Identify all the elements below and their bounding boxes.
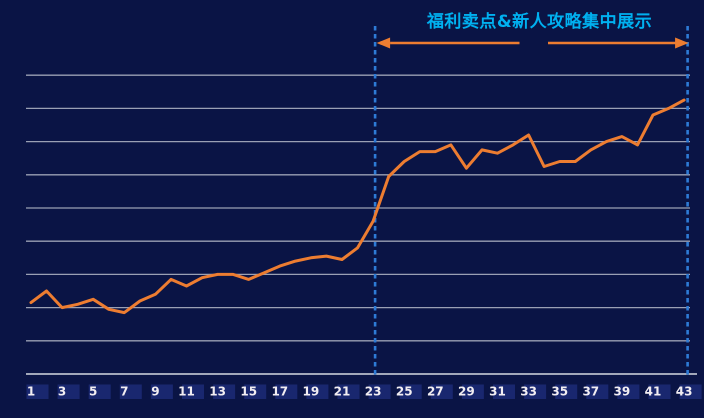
x-tick-label: 31 <box>489 385 506 399</box>
series-line <box>29 98 686 315</box>
x-tick-label: 5 <box>89 385 97 399</box>
x-tick-label: 11 <box>178 385 195 399</box>
tick-label-box <box>88 384 111 399</box>
tick-label-box <box>399 384 422 399</box>
x-tick-label: 23 <box>365 385 382 399</box>
tick-label-box <box>493 384 515 399</box>
arrowhead-right-icon <box>675 37 689 49</box>
tick-label-box <box>430 384 453 399</box>
x-tick-label: 39 <box>614 385 631 399</box>
tick-label-box <box>119 384 142 399</box>
x-tick-label: 13 <box>209 385 226 399</box>
x-tick-label: 1 <box>27 385 35 399</box>
tick-label-box <box>648 384 671 399</box>
x-tick-label: 37 <box>582 385 599 399</box>
tick-label-box <box>617 384 640 399</box>
x-tick-label: 41 <box>645 385 662 399</box>
tick-label-box <box>524 384 547 399</box>
x-tick-label: 35 <box>551 385 568 399</box>
tick-label-box <box>461 384 484 399</box>
x-tick-label: 3 <box>58 385 66 399</box>
tick-label-box <box>555 384 578 399</box>
tick-label-box <box>150 384 173 399</box>
tick-label-box <box>213 384 236 399</box>
tick-label-box <box>337 384 360 399</box>
tick-label-box <box>368 384 391 399</box>
x-tick-label: 29 <box>458 385 475 399</box>
annotation-label: 福利卖点&新人攻略集中展示 <box>426 12 653 32</box>
x-tick-label: 19 <box>303 385 320 399</box>
x-axis-labels: 1 3 5 7 9 11 13 15 17 19 21 23 25 27 29 31 33 35 37 39 41 43 <box>26 384 702 399</box>
tick-label-box <box>57 384 80 399</box>
x-tick-label: 21 <box>334 385 351 399</box>
x-tick-label: 15 <box>240 385 257 399</box>
gridlines <box>26 74 690 342</box>
x-tick-label: 43 <box>676 385 693 399</box>
arrowhead-left-icon <box>376 37 391 49</box>
tick-label-box <box>182 384 204 399</box>
tick-label-box <box>586 384 609 399</box>
tick-label-box <box>26 384 49 399</box>
highlight-range-boundaries <box>373 26 689 377</box>
x-tick-label: 27 <box>427 385 444 399</box>
tick-label-box <box>679 384 702 399</box>
x-tick-label: 7 <box>120 385 128 399</box>
tick-label-box <box>275 384 298 399</box>
x-tick-label: 33 <box>520 385 537 399</box>
tick-label-box <box>244 384 267 399</box>
x-tick-label: 17 <box>271 385 288 399</box>
tick-label-box <box>306 384 329 399</box>
x-tick-label: 25 <box>396 385 413 399</box>
range-arrow <box>376 37 689 49</box>
x-tick-label: 9 <box>151 385 159 399</box>
